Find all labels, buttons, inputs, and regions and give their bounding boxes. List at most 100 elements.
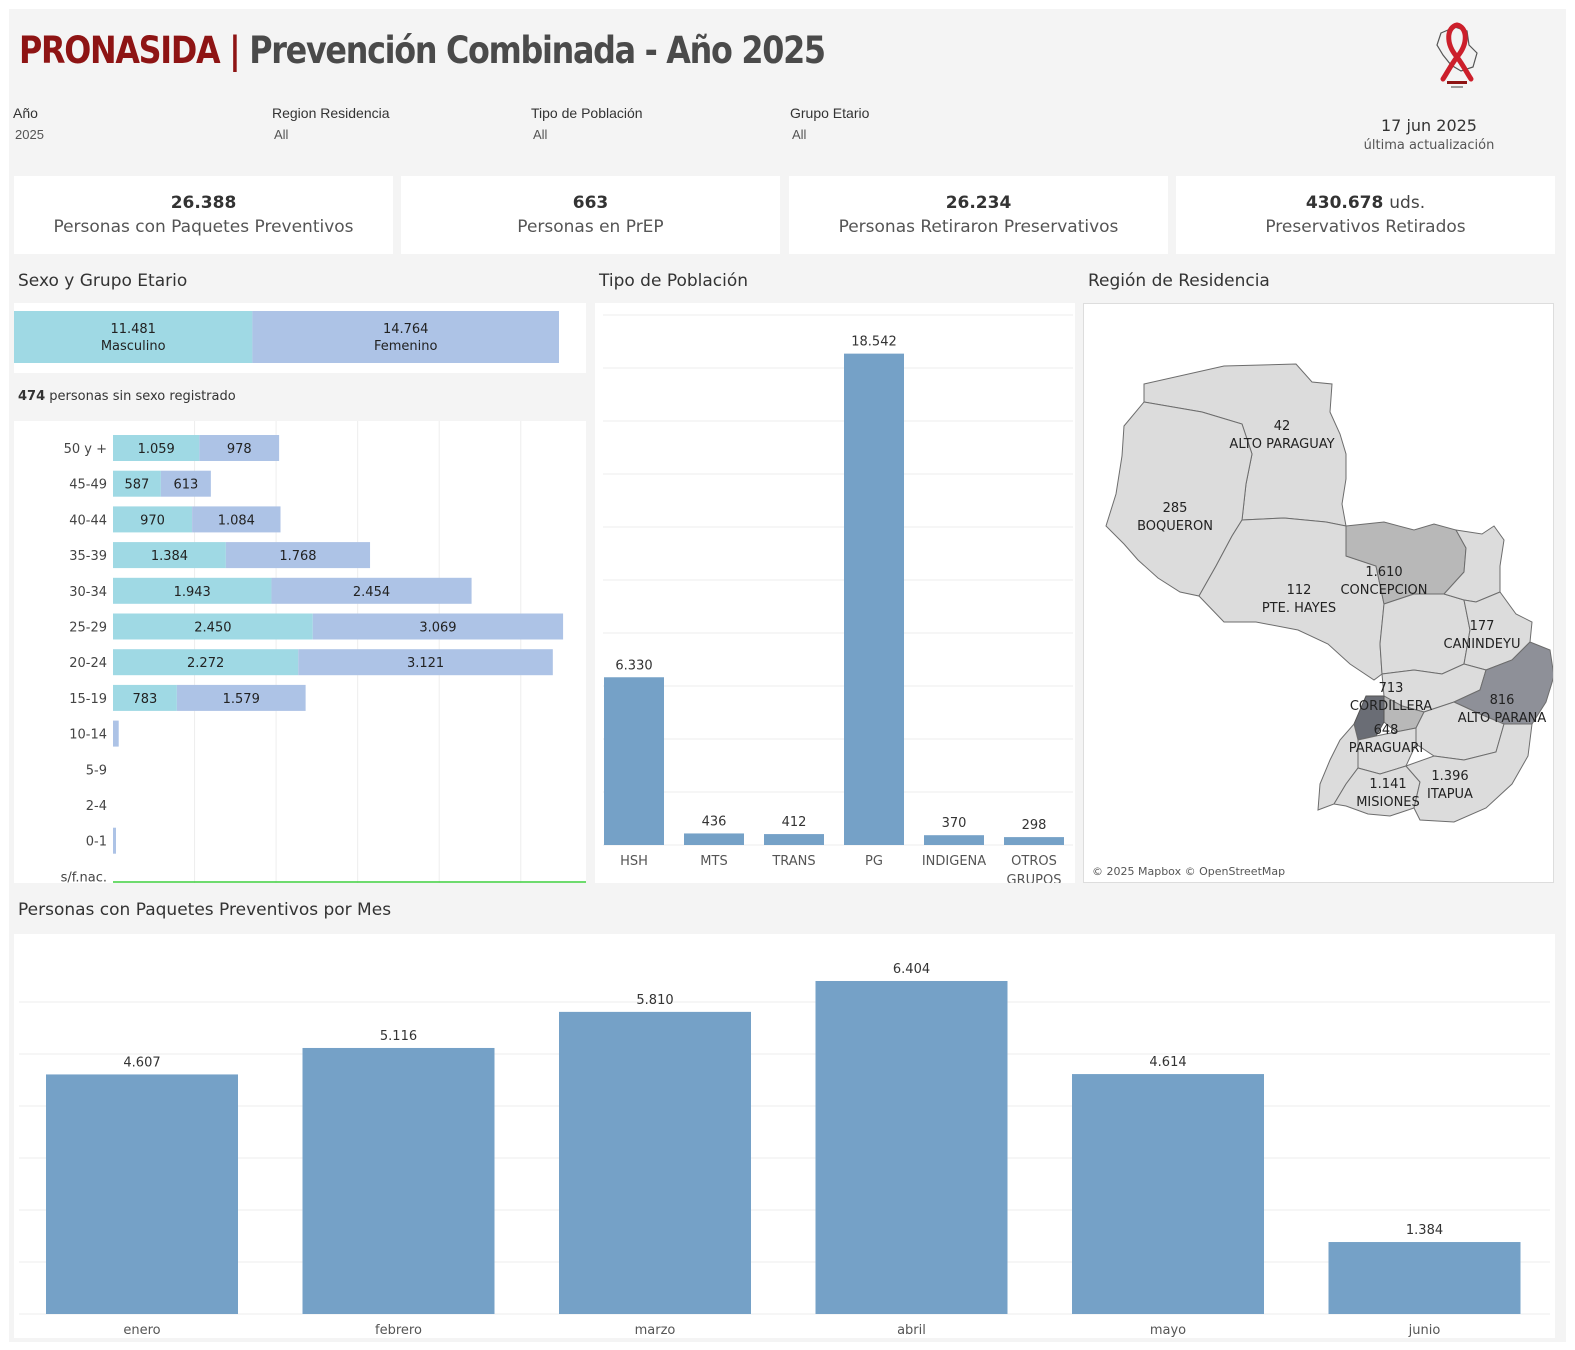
month-bar[interactable] [1072, 1074, 1264, 1314]
no-sex-count: 474 [18, 389, 46, 404]
age-bar-female[interactable] [113, 827, 116, 854]
map-region-value: 42 [1274, 419, 1291, 434]
map-attribution: © 2025 Mapbox © OpenStreetMap [1092, 865, 1285, 878]
population-panel: 6.330 HSH 436 MTS 412 TRANS 18.542 PG 370 INDIGEN… [595, 303, 1075, 888]
month-bar-label: 6.404 [893, 962, 930, 977]
month-bar[interactable] [302, 1047, 495, 1314]
age-bar-label-male: 1.384 [151, 549, 188, 564]
map-region-alto-parana[interactable] [1452, 641, 1555, 725]
age-bar-male[interactable] [113, 577, 272, 604]
pop-bar[interactable] [764, 834, 824, 845]
age-bar-male[interactable] [113, 684, 177, 711]
age-bar-female[interactable] [192, 506, 281, 533]
age-category-label: 20-24 [69, 656, 107, 671]
kpi-value: 663 [572, 193, 609, 213]
sex-total-bar-female[interactable] [252, 311, 559, 363]
age-bar-label-female: 1.579 [223, 692, 260, 707]
monthly-chart: 4.607 enero 5.116 febrero 5.810 marzo 6.404 abr… [19, 962, 1550, 1338]
last-update: 17 jun 2025 última actualización [1339, 116, 1519, 153]
age-bar-male[interactable] [113, 542, 226, 569]
pop-bar-label: 298 [1022, 818, 1047, 833]
pop-bar[interactable] [604, 677, 664, 845]
age-bar-male[interactable] [113, 613, 313, 640]
age-bar-female[interactable] [176, 684, 306, 711]
filter-value[interactable]: 2025 [15, 127, 44, 142]
title-separator: | [229, 29, 241, 72]
pop-category-label: OTROS [1011, 854, 1057, 869]
section-title-monthly: Personas con Paquetes Preventivos por Me… [18, 900, 392, 920]
map-region-misiones[interactable] [1333, 765, 1421, 817]
kpi-value: 26.234 [945, 193, 1012, 213]
map-region-name: PTE. HAYES [1262, 601, 1336, 616]
kpi-value: 26.388 [170, 193, 237, 213]
kpi-value: 430.678 uds. [1305, 193, 1426, 213]
age-bar-label-female: 1.768 [279, 549, 316, 564]
age-category-label: 0-1 [86, 835, 107, 850]
filter-year[interactable]: Año 2025 [13, 105, 44, 142]
region-map[interactable]: 42 ALTO PARAGUAY 285 BOQUERON 1.610 CONCEPCIO… [1084, 304, 1555, 882]
kpi-label: Personas en PrEP [517, 217, 664, 237]
age-bar-female[interactable] [160, 470, 211, 497]
sex-total-name: Femenino [374, 339, 438, 354]
pop-bar-label: 18.542 [851, 335, 897, 350]
map-region-san-pedro[interactable] [1379, 593, 1471, 675]
pop-bar[interactable] [1004, 837, 1064, 845]
map-region-name: CORDILLERA [1350, 699, 1432, 714]
month-bar[interactable] [559, 1011, 751, 1314]
page-title: PRONASIDA | Prevención Combinada - Año 2… [19, 29, 826, 72]
age-bar-label-male: 970 [140, 513, 165, 528]
month-bar-label: 4.607 [123, 1055, 160, 1070]
age-bar-female[interactable] [271, 577, 472, 604]
filter-value[interactable]: All [274, 127, 289, 142]
map-region-itapua[interactable] [1405, 723, 1533, 823]
age-bar-label-female: 2.454 [353, 585, 390, 600]
age-bar-female[interactable] [298, 649, 553, 676]
filter-value[interactable]: All [533, 127, 548, 142]
age-category-label: 10-14 [69, 728, 107, 743]
month-bar[interactable] [46, 1074, 238, 1314]
age-bar-female[interactable] [199, 435, 280, 461]
month-bar-label: 5.116 [380, 1029, 417, 1044]
filter-age-group[interactable]: Grupo Etario All [790, 105, 869, 142]
age-bar-female[interactable] [312, 613, 564, 640]
no-sex-text: personas sin sexo registrado [49, 389, 236, 404]
map-region-value: 1.610 [1365, 565, 1402, 580]
map-region-boqueron[interactable] [1105, 401, 1253, 597]
age-bar-label-male: 587 [125, 478, 150, 493]
age-group-panel: 50 y + 1.059 978 45-49 587 613 40-44 970 1.084 35… [14, 421, 586, 885]
age-category-label: 15-19 [69, 692, 107, 707]
population-chart: 6.330 HSH 436 MTS 412 TRANS 18.542 PG 370 INDIGEN… [603, 314, 1073, 888]
age-bar-label-male: 2.272 [187, 656, 224, 671]
sex-total-bar-male[interactable] [14, 311, 253, 363]
age-bar-female[interactable] [225, 542, 371, 569]
age-bar-male[interactable] [113, 506, 193, 533]
kpi-label: Personas con Paquetes Preventivos [53, 217, 354, 237]
age-category-label: 50 y + [64, 442, 107, 457]
map-region-neembucu[interactable] [1317, 722, 1359, 811]
pop-category-label: INDIGENA [922, 854, 986, 869]
month-bar[interactable] [1328, 1242, 1521, 1314]
age-bar-male[interactable] [113, 649, 299, 676]
pop-bar[interactable] [844, 353, 904, 845]
kpi-card-packages: 26.388 Personas con Paquetes Preventivos [14, 176, 393, 254]
filter-value[interactable]: All [792, 127, 807, 142]
age-category-label: 45-49 [69, 478, 107, 493]
age-bar-female[interactable] [113, 720, 119, 747]
map-region-value: 177 [1470, 619, 1495, 634]
map-region-value: 816 [1490, 693, 1515, 708]
age-bar-male[interactable] [113, 470, 161, 497]
filter-region[interactable]: Region Residencia All [272, 105, 390, 142]
pop-bar[interactable] [924, 835, 984, 845]
filter-population-type[interactable]: Tipo de Población All [531, 105, 643, 142]
month-category-label: mayo [1150, 1323, 1186, 1338]
age-bar-male[interactable] [113, 435, 200, 461]
pop-category-label: TRANS [771, 854, 815, 869]
age-bar-label-female: 3.121 [407, 656, 444, 671]
map-region-value: 1.141 [1369, 777, 1406, 792]
region-map-panel[interactable]: 42 ALTO PARAGUAY 285 BOQUERON 1.610 CONCEPCIO… [1083, 303, 1555, 883]
age-category-label: 35-39 [69, 549, 107, 564]
pop-bar[interactable] [684, 833, 744, 845]
map-region-value: 648 [1374, 723, 1399, 738]
age-bar-label-female: 3.069 [419, 621, 456, 636]
month-bar[interactable] [815, 980, 1008, 1314]
